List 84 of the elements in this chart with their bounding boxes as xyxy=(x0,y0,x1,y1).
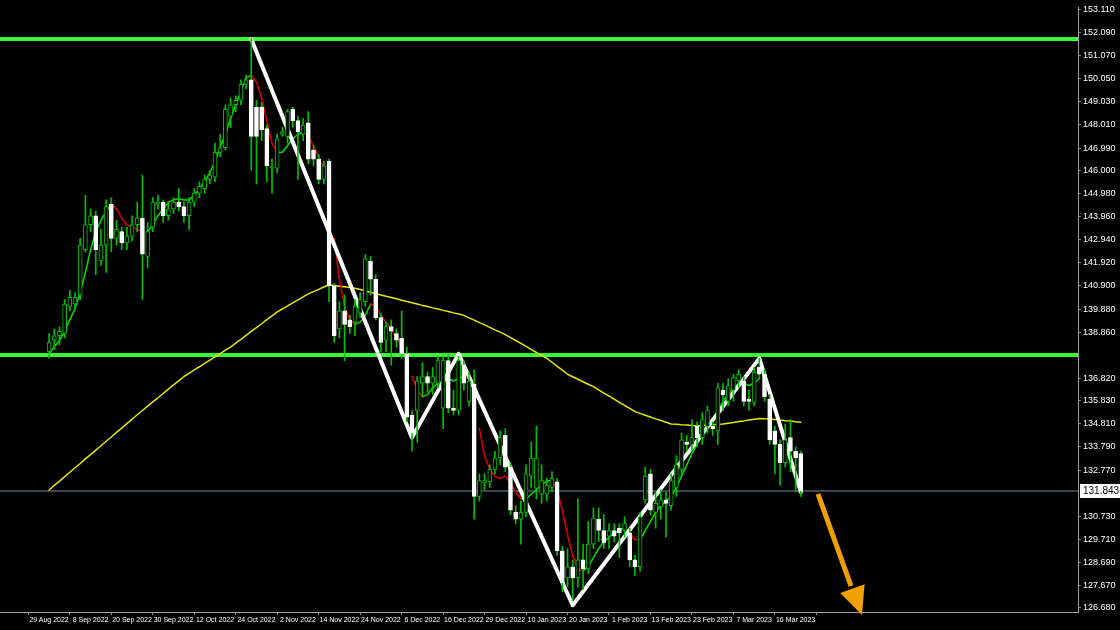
candlestick xyxy=(176,188,182,212)
candlestick xyxy=(451,389,456,416)
candlestick xyxy=(197,181,202,198)
ref-line-label: 131.843 xyxy=(1083,484,1120,496)
y-tick-label: 151.070 xyxy=(1083,50,1116,61)
candlestick xyxy=(223,104,228,151)
y-tick-label: 133.790 xyxy=(1083,441,1116,452)
candlestick xyxy=(596,507,601,543)
y-tick-label: 136.820 xyxy=(1083,372,1116,383)
candlestick xyxy=(108,197,114,253)
candlestick xyxy=(420,362,425,398)
candlestick xyxy=(388,319,394,366)
candlestick xyxy=(202,174,207,194)
candlestick xyxy=(617,523,622,558)
candlestick xyxy=(658,489,664,520)
candlestick xyxy=(767,394,773,445)
candlestick xyxy=(140,174,145,300)
candlestick xyxy=(171,197,176,214)
candlestick xyxy=(622,516,627,538)
candlestick xyxy=(788,419,793,472)
y-tick-label: 127.670 xyxy=(1083,579,1116,590)
y-tick-label: 135.830 xyxy=(1083,395,1116,406)
candlestick xyxy=(653,491,658,529)
candlestick xyxy=(305,111,311,164)
y-tick-label: 139.880 xyxy=(1083,303,1116,314)
candlestick xyxy=(705,405,710,434)
y-tick-label: 130.730 xyxy=(1083,510,1116,521)
candlestick xyxy=(83,195,88,253)
candlestick xyxy=(565,548,570,588)
candlestick xyxy=(534,425,539,500)
y-tick-label: 141.920 xyxy=(1083,257,1116,268)
candlestick xyxy=(591,507,596,549)
y-tick-label: 140.900 xyxy=(1083,280,1116,291)
candlestick xyxy=(674,455,679,497)
candlestick xyxy=(793,446,798,493)
candlestick xyxy=(228,97,233,128)
y-tick-label: 142.940 xyxy=(1083,234,1116,245)
candlestick xyxy=(762,369,767,402)
candlestick xyxy=(114,219,119,246)
candlestick xyxy=(145,222,150,269)
candlestick xyxy=(399,310,404,359)
candlestick xyxy=(166,201,171,221)
y-tick-label: 128.690 xyxy=(1083,556,1116,567)
y-tick-label: 143.960 xyxy=(1083,211,1116,222)
candlestick xyxy=(684,435,690,452)
candlestick xyxy=(508,462,513,515)
candlestick xyxy=(119,226,125,251)
candlestick xyxy=(736,369,741,389)
candlestick xyxy=(254,99,259,185)
candlestick xyxy=(394,328,399,348)
y-tick-label: 148.010 xyxy=(1083,119,1116,130)
y-tick-label: 144.980 xyxy=(1083,188,1116,199)
candlestick xyxy=(477,473,482,502)
candlestick xyxy=(731,373,736,402)
y-tick-label: 129.710 xyxy=(1083,533,1116,544)
y-tick-label: 153.110 xyxy=(1083,3,1115,14)
candlestick xyxy=(710,421,715,436)
candlestick xyxy=(482,473,487,491)
y-tick-label: 138.860 xyxy=(1083,326,1116,337)
candlestick xyxy=(134,201,140,232)
candlestick xyxy=(311,145,316,167)
y-tick-label: 132.770 xyxy=(1083,464,1116,475)
candlestick xyxy=(342,294,347,361)
candlestick xyxy=(259,102,264,142)
candlestick xyxy=(285,108,290,144)
y-tick-label: 146.990 xyxy=(1083,142,1116,153)
candlestick xyxy=(316,154,322,185)
y-tick-label: 134.810 xyxy=(1083,418,1116,429)
candlestick xyxy=(648,469,653,515)
y-tick-label: 152.090 xyxy=(1083,27,1116,38)
y-tick-label: 149.030 xyxy=(1083,96,1116,107)
y-tick-label: 146.000 xyxy=(1083,164,1116,175)
candlestick xyxy=(679,432,684,475)
candlestick xyxy=(560,546,565,592)
candlestick xyxy=(539,464,544,504)
candlestick xyxy=(280,127,285,137)
y-tick-label: 126.680 xyxy=(1083,602,1116,613)
candlestick xyxy=(425,371,430,393)
candlestick xyxy=(456,355,461,416)
candlestick xyxy=(337,301,342,339)
candlestick xyxy=(368,256,373,296)
y-tick-label: 150.050 xyxy=(1083,73,1116,84)
candlestick xyxy=(57,326,62,346)
candlestick xyxy=(88,208,93,232)
